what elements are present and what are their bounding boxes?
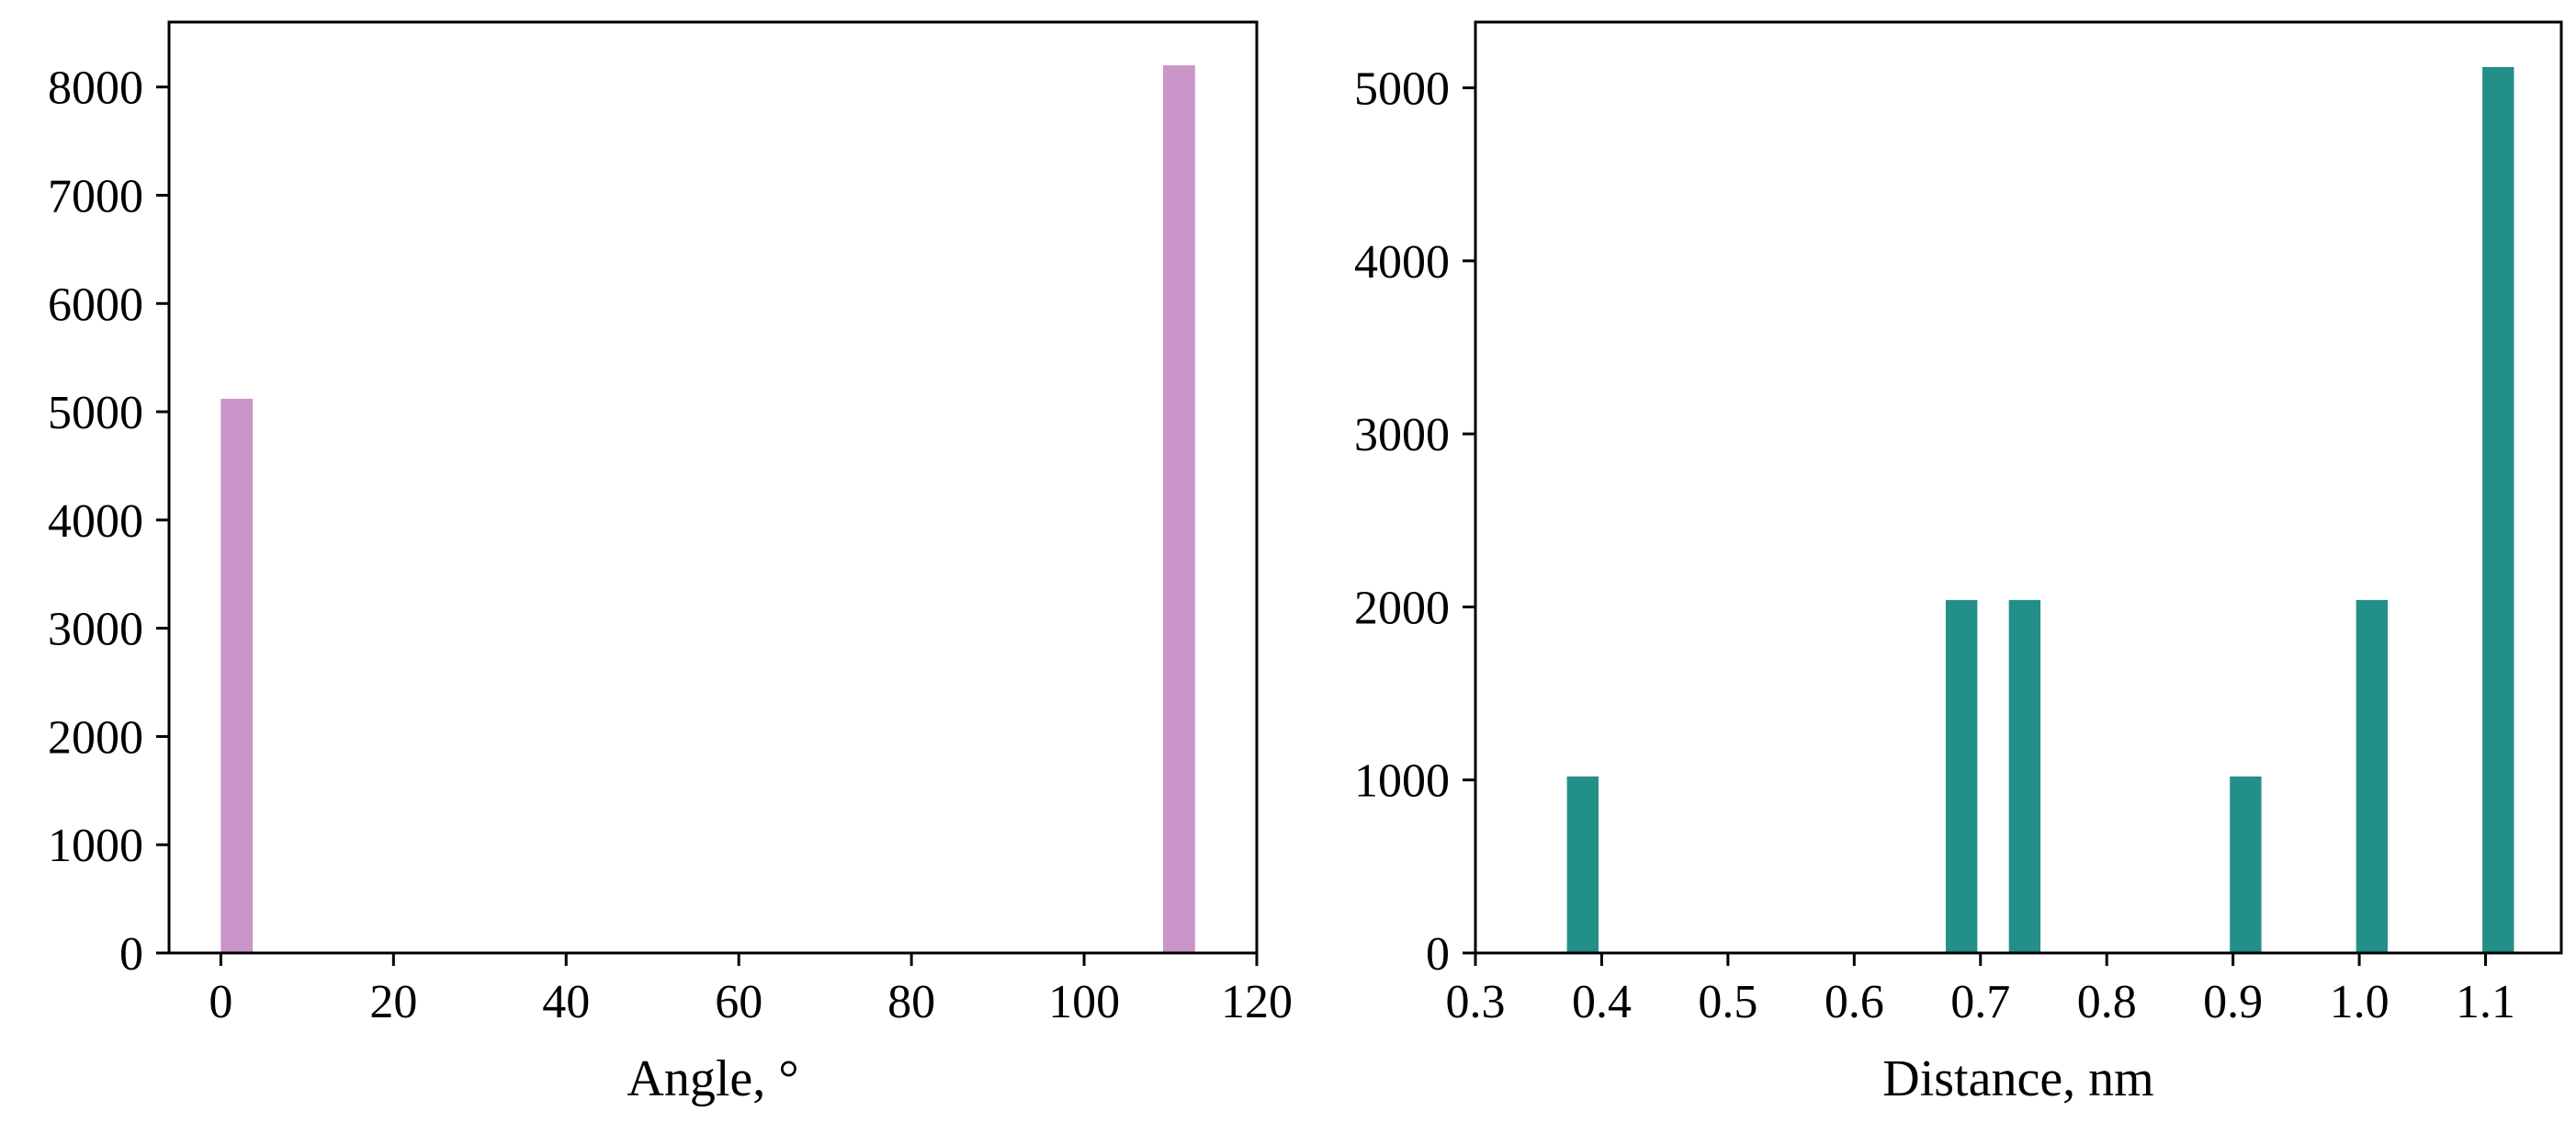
angle-y-tick-label-4: 4000	[48, 495, 143, 548]
distance-x-tick-label-8: 1.1	[2456, 976, 2515, 1028]
angle-y-tick-label-8: 8000	[48, 62, 143, 115]
distance-y-tick-label-2: 2000	[1354, 582, 1450, 634]
distance-x-tick-label-1: 0.4	[1572, 976, 1632, 1028]
distance-y-tick-label-5: 5000	[1354, 63, 1450, 116]
distance-y-tick-label-0: 0	[1426, 928, 1450, 981]
distance-x-tick-label-2: 0.5	[1698, 976, 1757, 1028]
angle-histogram-panel: 0 20 40 60 80 100 120 0 1000 2000 3000 4000 5000 6000…	[48, 20, 1293, 1107]
distance-bar-2	[2008, 599, 2041, 953]
angle-x-tick-label-2: 40	[542, 976, 590, 1028]
distance-x-tick-label-5: 0.8	[2077, 976, 2137, 1028]
angle-y-tick-label-1: 1000	[48, 820, 143, 872]
distance-x-tick-label-4: 0.7	[1950, 976, 2010, 1028]
angle-bar-0	[220, 398, 254, 953]
angle-x-axis-title: Angle, °	[627, 1050, 798, 1107]
angle-y-tick-label-0: 0	[119, 928, 143, 981]
distance-bar-0	[1566, 776, 1599, 953]
distance-bar-1	[1945, 599, 1978, 953]
distance-bar-4	[2356, 599, 2389, 953]
angle-x-tick-label-5: 100	[1048, 976, 1120, 1028]
angle-x-tick-label-4: 80	[887, 976, 935, 1028]
angle-y-tick-label-6: 6000	[48, 278, 143, 331]
angle-y-tick-label-7: 7000	[48, 170, 143, 222]
angle-bar-1	[1163, 65, 1195, 954]
angle-y-tick-label-2: 2000	[48, 711, 143, 764]
distance-x-axis-title: Distance, nm	[1882, 1050, 2153, 1107]
angle-y-tick-label-3: 3000	[48, 604, 143, 656]
angle-x-tick-label-3: 60	[715, 976, 763, 1028]
distance-plot-frame	[1474, 20, 2563, 955]
angle-y-tick-label-5: 5000	[48, 387, 143, 439]
angle-plot-frame	[167, 20, 1259, 955]
distance-y-tick-label-3: 3000	[1354, 409, 1450, 461]
angle-x-tick-label-0: 0	[209, 976, 232, 1028]
distance-y-tick-label-1: 1000	[1354, 755, 1450, 808]
distance-x-tick-label-6: 0.9	[2203, 976, 2263, 1028]
distance-x-tick-label-7: 1.0	[2330, 976, 2390, 1028]
angle-x-tick-label-1: 20	[369, 976, 417, 1028]
distance-bar-5	[2482, 66, 2514, 953]
distance-x-tick-label-0: 0.3	[1446, 976, 1506, 1028]
distance-x-tick-label-3: 0.6	[1825, 976, 1884, 1028]
angle-x-tick-label-6: 120	[1221, 976, 1293, 1028]
distance-histogram-panel: 0.3 0.4 0.5 0.6 0.7 0.8 0.9 1.0 1.1 0 1000 2000 3000…	[1354, 20, 2563, 1107]
distance-y-tick-label-4: 4000	[1354, 236, 1450, 289]
distance-bar-3	[2230, 776, 2262, 953]
